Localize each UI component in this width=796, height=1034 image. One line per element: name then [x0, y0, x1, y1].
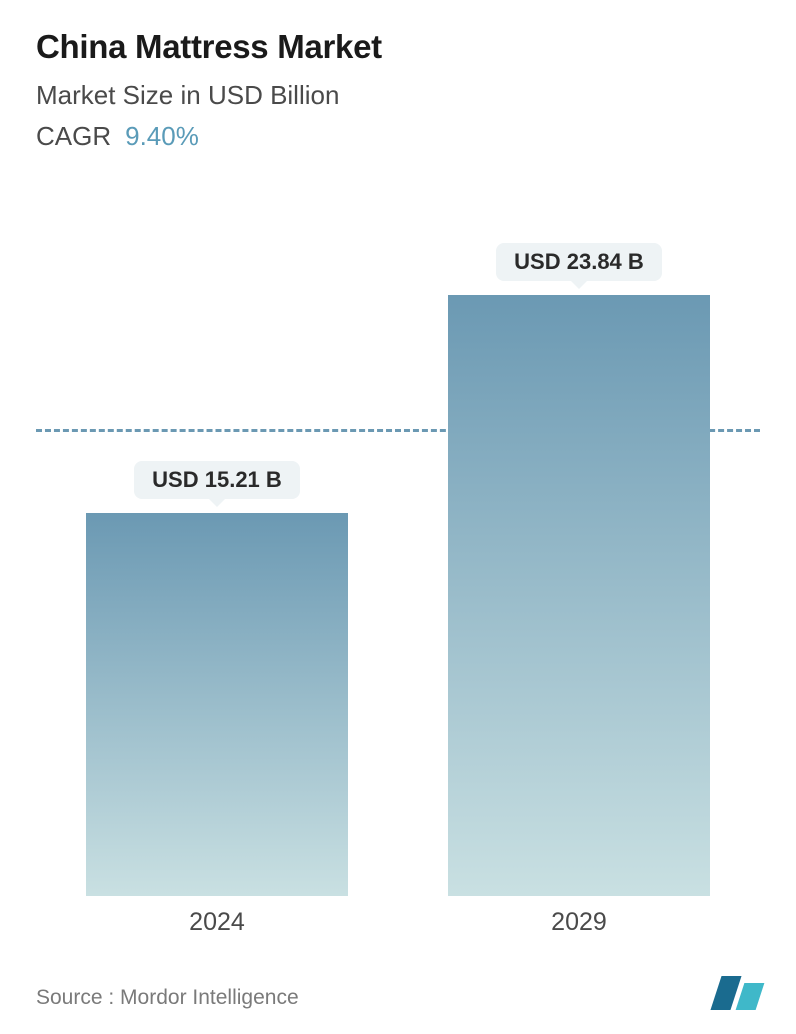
value-pill-2029: USD 23.84 B: [496, 243, 662, 281]
chart-footer: Source : Mordor Intelligence: [36, 976, 760, 1014]
source-attribution: Source : Mordor Intelligence: [36, 986, 299, 1010]
bar-2024: [86, 513, 347, 896]
bar-group-2029: USD 23.84 B: [420, 243, 739, 896]
value-pill-2024: USD 15.21 B: [134, 461, 300, 499]
logo-bar-2: [736, 983, 765, 1010]
chart-subtitle: Market Size in USD Billion: [36, 80, 760, 111]
cagr-label: CAGR: [36, 121, 111, 152]
chart-container: China Mattress Market Market Size in USD…: [0, 0, 796, 1034]
chart-title: China Mattress Market: [36, 28, 760, 66]
x-label-2024: 2024: [58, 908, 377, 937]
x-axis-labels: 2024 2029: [36, 896, 760, 946]
bar-2029: [448, 295, 709, 896]
cagr-row: CAGR 9.40%: [36, 121, 760, 152]
mordor-logo-icon: [716, 976, 760, 1010]
chart-plot-area: USD 15.21 B USD 23.84 B 2024 2029: [36, 182, 760, 946]
cagr-value: 9.40%: [125, 121, 199, 152]
bar-group-2024: USD 15.21 B: [58, 461, 377, 896]
x-label-2029: 2029: [420, 908, 739, 937]
bars-wrapper: USD 15.21 B USD 23.84 B: [36, 182, 760, 896]
